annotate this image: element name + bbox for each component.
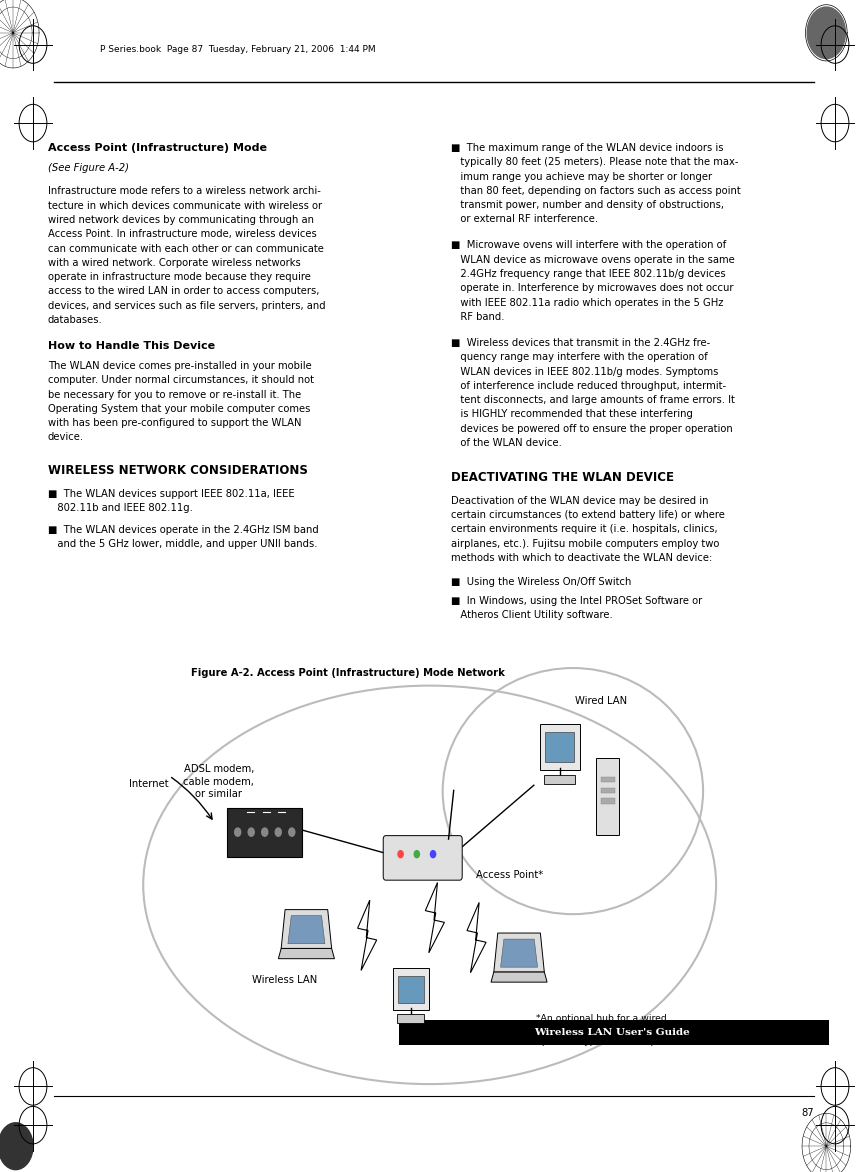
FancyBboxPatch shape: [392, 968, 429, 1010]
Circle shape: [234, 827, 240, 837]
Text: DEACTIVATING THE WLAN DEVICE: DEACTIVATING THE WLAN DEVICE: [451, 471, 674, 484]
Text: is HIGHLY recommended that these interfering: is HIGHLY recommended that these interfe…: [451, 409, 694, 420]
Text: certain circumstances (to extend battery life) or where: certain circumstances (to extend battery…: [451, 510, 726, 520]
FancyBboxPatch shape: [545, 732, 575, 762]
Text: with IEEE 802.11a radio which operates in the 5 GHz: with IEEE 802.11a radio which operates i…: [451, 298, 724, 308]
Circle shape: [414, 851, 419, 858]
Text: 2.4GHz frequency range that IEEE 802.11b/g devices: 2.4GHz frequency range that IEEE 802.11b…: [451, 270, 726, 279]
Text: Access Point. In infrastructure mode, wireless devices: Access Point. In infrastructure mode, wi…: [48, 230, 317, 239]
Text: transmit power, number and density of obstructions,: transmit power, number and density of ob…: [451, 200, 725, 210]
Circle shape: [807, 7, 845, 59]
Text: airplanes, etc.). Fujitsu mobile computers employ two: airplanes, etc.). Fujitsu mobile compute…: [451, 539, 720, 548]
Text: ■  The maximum range of the WLAN device indoors is: ■ The maximum range of the WLAN device i…: [451, 143, 724, 154]
Polygon shape: [494, 933, 544, 972]
FancyBboxPatch shape: [596, 758, 619, 836]
Polygon shape: [281, 909, 332, 948]
Text: than 80 feet, depending on factors such as access point: than 80 feet, depending on factors such …: [451, 186, 741, 196]
Text: Figure A-2. Access Point (Infrastructure) Mode Network: Figure A-2. Access Point (Infrastructure…: [191, 668, 505, 679]
Text: tecture in which devices communicate with wireless or: tecture in which devices communicate wit…: [48, 200, 322, 211]
Text: computer. Under normal circumstances, it should not: computer. Under normal circumstances, it…: [48, 375, 313, 386]
Text: ■  Using the Wireless On/Off Switch: ■ Using the Wireless On/Off Switch: [451, 577, 632, 587]
Polygon shape: [425, 883, 444, 953]
Circle shape: [248, 827, 254, 837]
FancyBboxPatch shape: [227, 808, 302, 857]
Text: and the 5 GHz lower, middle, and upper UNII bands.: and the 5 GHz lower, middle, and upper U…: [48, 539, 317, 548]
Text: device.: device.: [48, 432, 84, 443]
Text: typically 80 feet (25 meters). Please note that the max-: typically 80 feet (25 meters). Please no…: [451, 157, 739, 168]
Text: P Series.book  Page 87  Tuesday, February 21, 2006  1:44 PM: P Series.book Page 87 Tuesday, February …: [100, 45, 376, 54]
Text: with has been pre-configured to support the WLAN: with has been pre-configured to support …: [48, 418, 301, 428]
FancyBboxPatch shape: [384, 836, 462, 880]
Text: 87: 87: [801, 1108, 814, 1118]
FancyBboxPatch shape: [399, 1020, 829, 1045]
Text: ADSL modem,
cable modem,
or similar: ADSL modem, cable modem, or similar: [183, 764, 254, 799]
Text: How to Handle This Device: How to Handle This Device: [48, 341, 215, 352]
Text: certain environments require it (i.e. hospitals, clinics,: certain environments require it (i.e. ho…: [451, 524, 718, 534]
Text: ■  The WLAN devices operate in the 2.4GHz ISM band: ■ The WLAN devices operate in the 2.4GHz…: [48, 525, 319, 534]
Text: ■  In Windows, using the Intel PROSet Software or: ■ In Windows, using the Intel PROSet Sof…: [451, 595, 702, 606]
Text: operate in. Interference by microwaves does not occur: operate in. Interference by microwaves d…: [451, 284, 733, 293]
Text: 802.11b and IEEE 802.11g.: 802.11b and IEEE 802.11g.: [48, 503, 193, 513]
Text: Deactivation of the WLAN device may be desired in: Deactivation of the WLAN device may be d…: [451, 496, 709, 506]
Text: Access Point*: Access Point*: [476, 870, 542, 880]
Polygon shape: [279, 948, 334, 959]
FancyBboxPatch shape: [398, 976, 424, 1003]
Circle shape: [398, 851, 403, 858]
Text: ■  Wireless devices that transmit in the 2.4GHz fre-: ■ Wireless devices that transmit in the …: [451, 338, 711, 348]
Text: ■  The WLAN devices support IEEE 802.11a, IEEE: ■ The WLAN devices support IEEE 802.11a,…: [48, 489, 294, 499]
FancyBboxPatch shape: [601, 788, 615, 793]
Text: The WLAN device comes pre-installed in your mobile: The WLAN device comes pre-installed in y…: [48, 361, 312, 372]
FancyBboxPatch shape: [544, 775, 575, 784]
Text: wired network devices by communicating through an: wired network devices by communicating t…: [48, 214, 313, 225]
Text: of the WLAN device.: of the WLAN device.: [451, 438, 562, 448]
Text: Wired LAN: Wired LAN: [575, 696, 628, 707]
Text: Access Point (Infrastructure) Mode: Access Point (Infrastructure) Mode: [48, 143, 266, 154]
Text: WLAN devices in IEEE 802.11b/g modes. Symptoms: WLAN devices in IEEE 802.11b/g modes. Sy…: [451, 367, 719, 376]
Polygon shape: [501, 939, 537, 967]
Polygon shape: [358, 900, 377, 970]
Text: Operating System that your mobile computer comes: Operating System that your mobile comput…: [48, 404, 310, 414]
Text: Internet: Internet: [129, 779, 169, 790]
Text: databases.: databases.: [48, 315, 102, 325]
Text: or external RF interference.: or external RF interference.: [451, 214, 598, 225]
Circle shape: [275, 827, 281, 837]
Text: access to the wired LAN in order to access computers,: access to the wired LAN in order to acce…: [48, 286, 319, 297]
Polygon shape: [491, 972, 547, 982]
Text: Wireless LAN: Wireless LAN: [252, 975, 318, 986]
Text: quency range may interfere with the operation of: quency range may interfere with the oper…: [451, 353, 708, 362]
Text: Infrastructure mode refers to a wireless network archi-: Infrastructure mode refers to a wireless…: [48, 186, 320, 197]
Text: *An optional hub for a wired
LAN may be required depending
upon the type of acce: *An optional hub for a wired LAN may be …: [536, 1014, 703, 1047]
FancyBboxPatch shape: [397, 1014, 424, 1023]
Circle shape: [0, 1123, 33, 1170]
Text: be necessary for you to remove or re-install it. The: be necessary for you to remove or re-ins…: [48, 389, 301, 400]
Polygon shape: [467, 902, 486, 973]
FancyBboxPatch shape: [601, 798, 615, 804]
Text: can communicate with each other or can communicate: can communicate with each other or can c…: [48, 244, 324, 253]
Polygon shape: [288, 915, 325, 943]
Text: operate in infrastructure mode because they require: operate in infrastructure mode because t…: [48, 272, 311, 282]
Text: methods with which to deactivate the WLAN device:: methods with which to deactivate the WLA…: [451, 553, 713, 563]
Circle shape: [289, 827, 295, 837]
Text: ■  Microwave ovens will interfere with the operation of: ■ Microwave ovens will interfere with th…: [451, 240, 727, 251]
FancyBboxPatch shape: [540, 723, 580, 770]
Circle shape: [431, 851, 436, 858]
Text: Atheros Client Utility software.: Atheros Client Utility software.: [451, 609, 613, 620]
Text: tent disconnects, and large amounts of frame errors. It: tent disconnects, and large amounts of f…: [451, 395, 735, 406]
Text: devices, and services such as file servers, printers, and: devices, and services such as file serve…: [48, 301, 326, 311]
Text: WIRELESS NETWORK CONSIDERATIONS: WIRELESS NETWORK CONSIDERATIONS: [48, 464, 307, 477]
Text: (See Figure A-2): (See Figure A-2): [48, 163, 128, 173]
Text: RF band.: RF band.: [451, 312, 505, 322]
Text: WLAN device as microwave ovens operate in the same: WLAN device as microwave ovens operate i…: [451, 254, 735, 265]
Text: Wireless LAN User's Guide: Wireless LAN User's Guide: [534, 1028, 690, 1037]
Text: imum range you achieve may be shorter or longer: imum range you achieve may be shorter or…: [451, 171, 713, 182]
Text: of interference include reduced throughput, intermit-: of interference include reduced throughp…: [451, 381, 727, 391]
Circle shape: [262, 827, 267, 837]
FancyBboxPatch shape: [601, 777, 615, 783]
Text: with a wired network. Corporate wireless networks: with a wired network. Corporate wireless…: [48, 258, 300, 268]
Text: devices be powered off to ensure the proper operation: devices be powered off to ensure the pro…: [451, 424, 733, 434]
